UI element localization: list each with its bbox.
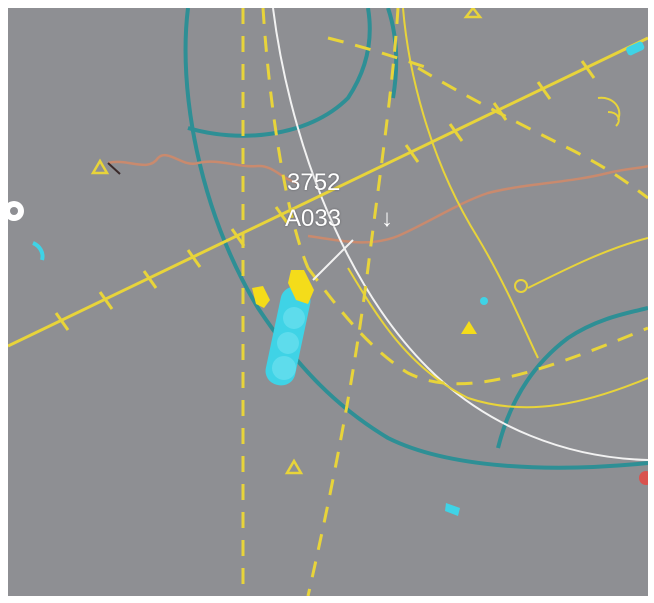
dashed-routes — [241, 8, 648, 596]
target-return-left — [32, 241, 45, 261]
route-dashed-vertical-2 — [261, 8, 310, 269]
boundary-line-upper-right — [386, 8, 399, 99]
red-marker-icon[interactable] — [639, 471, 648, 485]
route-dashed-diag-1 — [306, 267, 648, 386]
track-squawk-code[interactable]: 3752 — [287, 169, 341, 196]
triangle-waypoint-icon[interactable] — [461, 321, 477, 334]
target-return-lower — [445, 503, 460, 516]
target-return-yellow — [252, 286, 270, 308]
holding-arc-b — [607, 111, 620, 127]
boundary-arc-left — [183, 8, 648, 470]
radar-map — [8, 8, 648, 596]
down-arrow-icon: ↓ — [381, 205, 393, 232]
route-dashed-vertical-3 — [306, 8, 400, 596]
coastline-west — [107, 154, 299, 185]
radar-scope[interactable]: 3752 A033 ↓ — [8, 8, 648, 596]
target-return-top-right — [626, 41, 645, 56]
boundary-line-right — [496, 306, 648, 449]
coastline-tip — [107, 162, 121, 175]
target-return-small — [480, 297, 488, 305]
target-history-trail — [265, 286, 311, 386]
label-leader-line — [312, 239, 354, 281]
triangle-waypoint-icon[interactable] — [463, 8, 483, 19]
circle-beacon-icon[interactable] — [8, 201, 24, 221]
approach-arc-large — [402, 8, 539, 359]
track-altitude[interactable]: A033 — [285, 205, 342, 232]
approach-line-right — [527, 237, 648, 289]
boundary-arc-top — [187, 8, 372, 138]
route-dashed-diag-2 — [417, 66, 648, 200]
airspace-boundaries — [183, 8, 648, 470]
range-ring — [272, 8, 648, 461]
route-dashed-diag-3 — [327, 36, 429, 70]
holding-arc-a — [597, 96, 621, 121]
fix-circle — [514, 279, 528, 293]
target-head[interactable] — [288, 270, 314, 304]
runway-centerline — [8, 36, 648, 348]
triangle-waypoint-icon[interactable] — [284, 458, 304, 475]
triangle-waypoint-icon[interactable] — [90, 158, 110, 175]
approach-arc-lower — [347, 267, 648, 409]
